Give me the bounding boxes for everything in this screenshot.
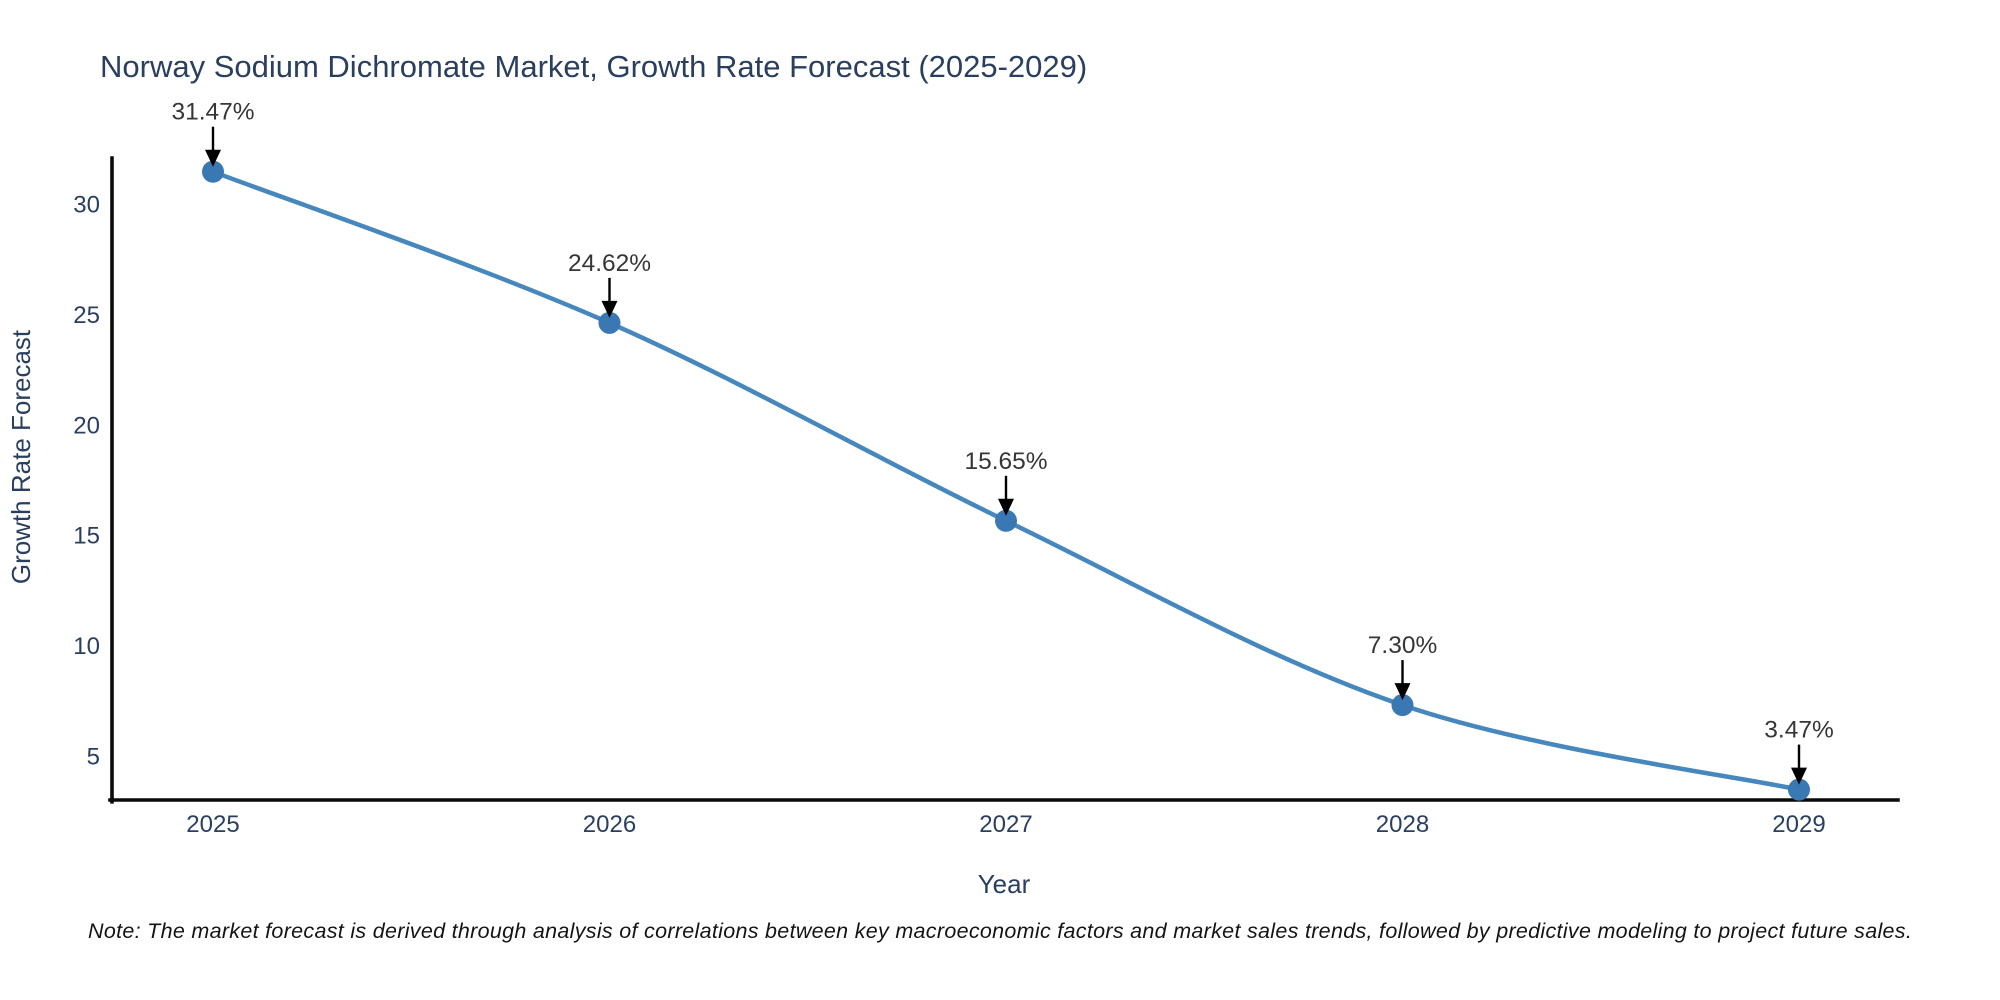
annotation-arrowhead <box>601 300 618 318</box>
annotation-arrowhead <box>1394 683 1411 701</box>
data-point-label: 31.47% <box>171 99 254 126</box>
x-tick-label: 2026 <box>583 811 636 838</box>
data-point-marker <box>1788 778 1810 801</box>
y-tick-label: 20 <box>73 412 100 439</box>
data-point-marker <box>1391 694 1414 717</box>
annotation-arrowhead <box>1791 767 1807 785</box>
chart-title: Norway Sodium Dichromate Market, Growth … <box>100 49 1087 84</box>
y-tick-label: 5 <box>87 743 100 770</box>
data-point-label: 15.65% <box>964 448 1047 475</box>
y-tick-label: 15 <box>73 523 100 550</box>
data-point-label: 24.62% <box>568 250 651 277</box>
y-tick-label: 25 <box>73 302 100 329</box>
data-point-marker <box>598 311 621 334</box>
data-point-label: 3.47% <box>1764 717 1833 744</box>
x-tick-label: 2029 <box>1772 811 1825 838</box>
x-tick-label: 2027 <box>979 811 1032 838</box>
y-tick-label: 30 <box>73 192 100 219</box>
y-tick-label: 10 <box>73 633 100 660</box>
annotation-arrowhead <box>998 498 1014 516</box>
y-axis-title: Growth Rate Forecast <box>6 329 36 584</box>
footnote: Note: The market forecast is derived thr… <box>88 919 1912 943</box>
x-tick-label: 2025 <box>186 811 239 838</box>
data-point-marker <box>995 509 1017 532</box>
annotation-arrowhead <box>205 149 221 167</box>
data-point-marker <box>202 160 224 183</box>
x-axis-title: Year <box>978 869 1031 899</box>
x-tick-label: 2028 <box>1376 811 1429 838</box>
data-point-label: 7.30% <box>1368 632 1437 659</box>
